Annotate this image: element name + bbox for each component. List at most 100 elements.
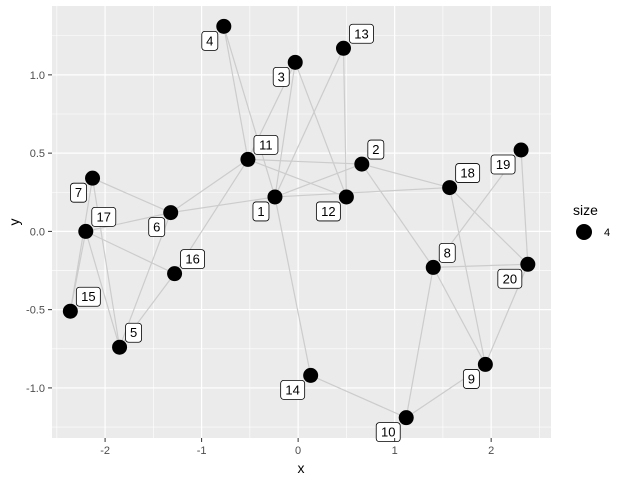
node-point-1	[267, 189, 283, 205]
node-label-text: 9	[468, 371, 475, 386]
edge-17-5	[85, 231, 121, 348]
node-point-20	[520, 256, 536, 272]
points	[62, 18, 536, 426]
node-label-16: 16	[180, 249, 205, 270]
node-point-10	[398, 410, 414, 426]
node-label-11: 11	[253, 134, 279, 155]
legend-title: size	[573, 202, 598, 218]
node-label-box	[91, 206, 117, 227]
y-axis-title: y	[6, 219, 22, 226]
node-label-4: 4	[201, 30, 219, 51]
y-axis-ticks: -1.0 -0.5 0.0 0.5 1.0	[26, 70, 52, 395]
minor-gridlines	[52, 6, 551, 438]
node-label-text: 1	[257, 204, 264, 219]
node-label-20: 20	[497, 268, 523, 289]
edge-4-1	[223, 26, 276, 198]
node-label-text: 2	[372, 142, 379, 157]
node-label-3: 3	[272, 66, 290, 87]
node-point-11	[240, 151, 256, 167]
y-tick-label: 0.5	[30, 148, 45, 160]
y-tick-label: -0.5	[26, 305, 45, 317]
edge-4-11	[223, 26, 249, 160]
node-label-19: 19	[490, 154, 516, 175]
node-label-8: 8	[438, 242, 456, 263]
node-label-box	[490, 154, 516, 175]
node-label-text: 8	[444, 245, 451, 260]
edge-17-6	[85, 212, 171, 232]
x-tick-label: 1	[392, 445, 398, 457]
node-label-box	[252, 201, 270, 222]
node-label-10: 10	[375, 422, 401, 443]
edge-18-9	[449, 187, 486, 365]
node-label-text: 12	[321, 204, 335, 219]
major-gridlines	[52, 6, 551, 438]
node-label-text: 4	[206, 33, 213, 48]
edge-11-12	[247, 158, 347, 198]
legend: size 4	[573, 202, 610, 240]
node-point-5	[112, 339, 128, 355]
node-point-13	[335, 40, 351, 56]
node-label-text: 16	[185, 252, 199, 267]
node-label-text: 17	[97, 209, 111, 224]
edge-8-9	[432, 267, 486, 365]
edge-18-20	[449, 187, 529, 265]
node-label-text: 3	[278, 69, 285, 84]
edge-3-12	[294, 62, 347, 198]
node-label-box	[180, 249, 205, 270]
y-tick-label: 0.0	[30, 226, 45, 238]
node-label-box	[497, 268, 523, 289]
edge-1-2	[274, 163, 363, 198]
node-label-15: 15	[75, 286, 101, 307]
edge-8-20	[433, 263, 528, 268]
edges	[69, 26, 529, 419]
node-label-text: 14	[285, 382, 299, 397]
node-label-17: 17	[91, 206, 117, 227]
edge-3-1	[274, 62, 296, 198]
node-label-box	[375, 422, 401, 443]
node-label-box	[367, 139, 385, 160]
edge-2-8	[361, 163, 434, 268]
node-label-text: 7	[75, 185, 82, 200]
edge-13-12	[342, 48, 347, 197]
node-point-17	[78, 223, 94, 239]
legend-label: 4	[604, 227, 610, 239]
edge-13-1	[274, 48, 345, 198]
node-point-2	[354, 156, 370, 172]
edge-1-14	[274, 196, 312, 376]
node-label-12: 12	[315, 201, 341, 222]
node-label-box	[70, 182, 87, 203]
node-label-box	[253, 134, 279, 155]
node-label-box	[455, 163, 481, 183]
edge-8-10	[405, 267, 434, 418]
node-label-box	[148, 217, 166, 238]
node-point-9	[477, 356, 493, 372]
node-label-2: 2	[367, 139, 385, 160]
node-point-19	[513, 142, 529, 158]
node-point-3	[287, 54, 303, 70]
node-label-13: 13	[349, 23, 374, 44]
node-label-9: 9	[462, 369, 480, 389]
x-tick-label: 0	[295, 445, 301, 457]
node-label-7: 7	[70, 182, 87, 203]
node-label-14: 14	[280, 379, 306, 400]
node-label-text: 19	[496, 157, 510, 172]
node-label-box	[349, 23, 374, 44]
x-tick-label: 2	[488, 445, 494, 457]
edge-7-6	[92, 177, 171, 214]
node-label-box	[201, 30, 219, 51]
node-label-text: 11	[259, 137, 273, 152]
node-label-5: 5	[125, 322, 142, 343]
y-tick-label: 1.0	[30, 70, 45, 82]
node-label-box	[280, 379, 306, 400]
node-label-box	[462, 369, 480, 389]
node-point-6	[163, 205, 179, 221]
x-axis-ticks: -2 -1 0 1 2	[100, 438, 494, 457]
node-point-7	[85, 170, 101, 186]
edge-7-5	[91, 178, 121, 348]
node-point-15	[62, 303, 78, 319]
node-label-text: 10	[381, 425, 395, 440]
node-label-6: 6	[148, 217, 166, 238]
